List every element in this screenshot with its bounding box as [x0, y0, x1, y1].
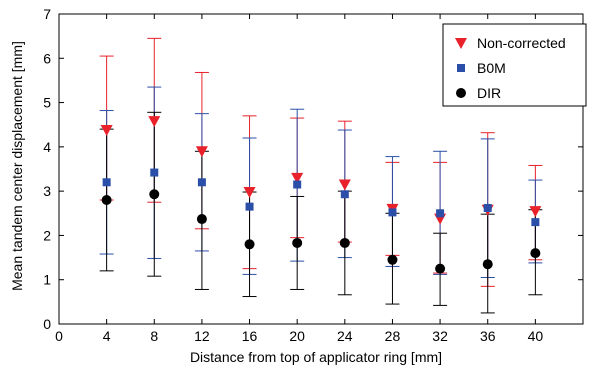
- data-point: [150, 168, 159, 177]
- markers-b0m: [102, 168, 540, 227]
- data-point: [531, 218, 540, 227]
- data-point: [436, 209, 445, 218]
- data-point: [338, 179, 351, 191]
- data-point: [100, 125, 113, 137]
- y-tick-label: 4: [43, 139, 51, 155]
- data-point: [388, 208, 397, 217]
- legend-label: DIR: [477, 85, 501, 101]
- legend-label: Non-corrected: [477, 35, 566, 51]
- data-point: [293, 180, 302, 189]
- y-tick-label: 7: [43, 6, 51, 22]
- x-tick-label: 20: [289, 328, 305, 344]
- y-tick-label: 5: [43, 95, 51, 111]
- x-tick-label: 32: [432, 328, 448, 344]
- legend-box: [442, 23, 587, 107]
- data-point: [196, 214, 207, 225]
- legend-entry: B0M: [457, 60, 506, 76]
- data-point: [387, 254, 398, 265]
- data-point: [530, 248, 541, 259]
- data-point: [340, 190, 349, 199]
- legend-entry: Non-corrected: [455, 35, 566, 51]
- data-point: [483, 203, 492, 212]
- data-point: [339, 237, 350, 248]
- data-point: [482, 259, 493, 270]
- data-point: [101, 195, 112, 205]
- legend-marker: [455, 38, 467, 49]
- legend: Non-corrected B0M DIR: [442, 23, 587, 107]
- x-tick-label: 16: [242, 328, 258, 344]
- data-point: [291, 172, 304, 184]
- data-point: [148, 116, 161, 128]
- markers-dir: [101, 189, 541, 274]
- data-point: [197, 178, 206, 187]
- y-tick-label: 0: [43, 316, 51, 332]
- y-axis-title: Mean tandem center displacement [mm]: [9, 41, 25, 291]
- x-axis-title: Distance from top of applicator ring [mm…: [190, 349, 442, 365]
- x-tick-label: 28: [385, 328, 401, 344]
- data-point: [149, 189, 160, 200]
- data-point: [245, 202, 254, 211]
- y-tick-label: 3: [43, 183, 51, 199]
- x-tick-label: 12: [194, 328, 210, 344]
- legend-entry: DIR: [456, 85, 501, 101]
- y-tick-label: 2: [43, 227, 51, 243]
- data-point: [529, 206, 542, 218]
- x-tick-label: 4: [103, 328, 111, 344]
- legend-label: B0M: [477, 60, 506, 76]
- data-marks: [99, 37, 543, 314]
- x-tick-label: 36: [480, 328, 496, 344]
- legend-marker: [457, 64, 465, 72]
- legend-marker: [456, 88, 466, 98]
- y-tick-label: 6: [43, 50, 51, 66]
- axes-frame: [58, 13, 584, 325]
- data-point: [243, 187, 256, 199]
- x-tick-label: 8: [150, 328, 158, 344]
- x-tick-label: 0: [55, 328, 63, 344]
- data-point: [435, 263, 446, 274]
- data-point: [244, 239, 255, 250]
- x-tick-label: 24: [337, 328, 353, 344]
- data-point: [292, 237, 303, 248]
- data-point: [195, 146, 208, 158]
- y-tick-label: 1: [43, 272, 51, 288]
- x-tick-label: 40: [528, 328, 544, 344]
- data-point: [102, 178, 111, 187]
